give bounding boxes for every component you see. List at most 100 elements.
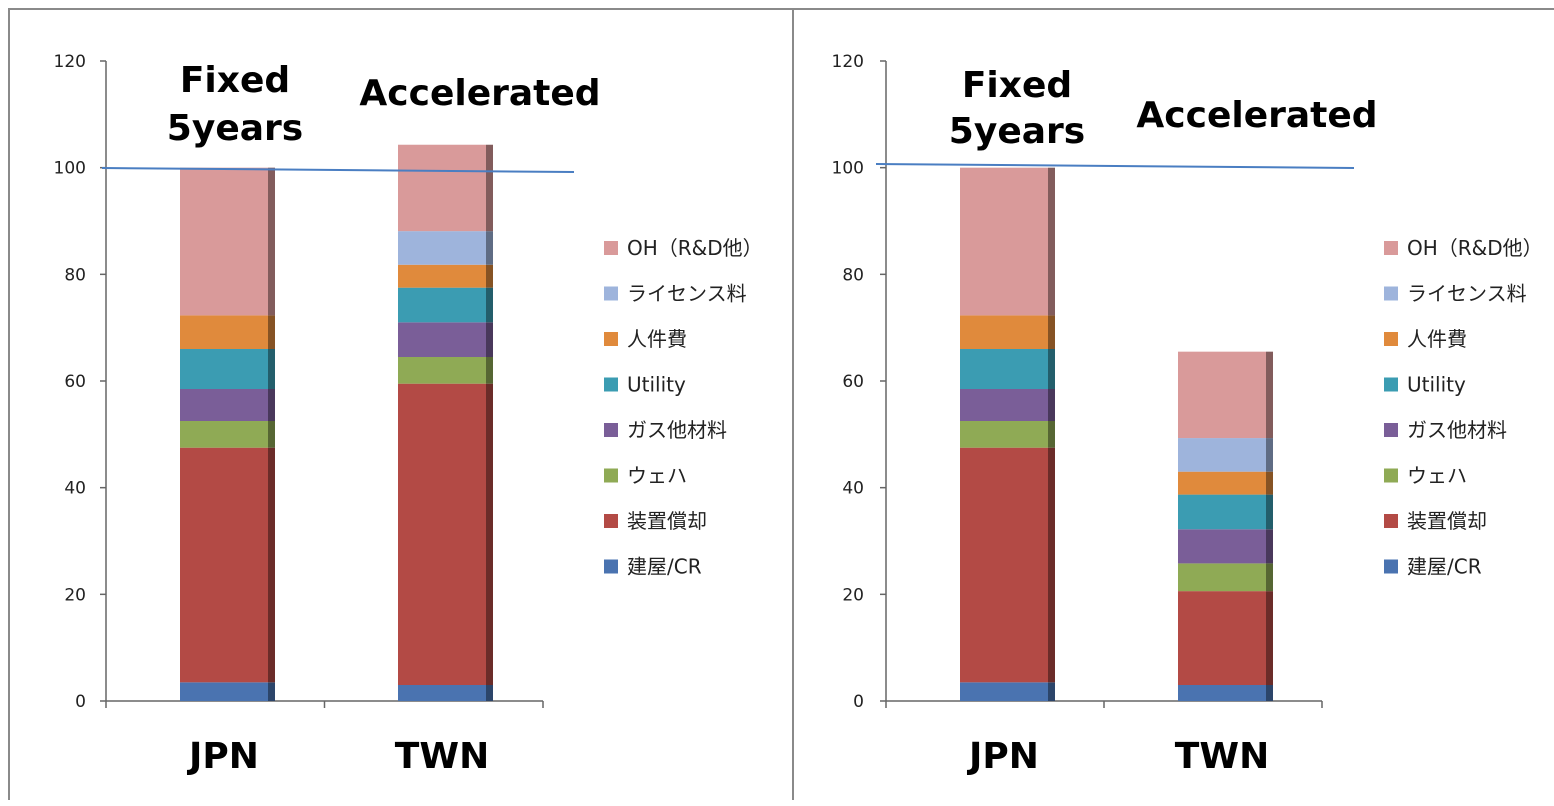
legend-label: 建屋/CR (1407, 555, 1482, 579)
legend-label: 装置償却 (1407, 509, 1487, 533)
y-tick-label: 80 (64, 265, 86, 285)
bar-segment (1178, 471, 1266, 495)
legend-swatch (1384, 241, 1398, 255)
legend-label: OH（R&D他） (1407, 236, 1543, 260)
bar-segment-side (1048, 349, 1055, 389)
bar-segment-side (1266, 591, 1273, 685)
bar-segment (180, 421, 268, 448)
x-category-label: JPN (966, 736, 1039, 777)
bar-segment-side (1048, 682, 1055, 701)
bar-segment (1178, 563, 1266, 592)
legend-label: 人件費 (627, 327, 687, 351)
legend-swatch (1384, 423, 1398, 437)
bar-segment (398, 287, 486, 323)
y-tick-label: 60 (64, 372, 86, 392)
legend-swatch (1384, 559, 1398, 574)
reference-line-100 (875, 163, 1355, 169)
legend-swatch (604, 423, 618, 437)
x-category-label: TWN (395, 736, 489, 777)
bar-annotation: Fixed (180, 60, 290, 101)
bar-segment-side (268, 447, 275, 683)
legend-swatch (604, 286, 618, 301)
bar-segment (398, 231, 486, 265)
legend-swatch (1384, 468, 1398, 483)
legend-label: ウェハ (1407, 464, 1467, 488)
bar-segment-side (268, 421, 275, 448)
bar-segment-side (1048, 315, 1055, 349)
legend-swatch (1384, 286, 1398, 301)
chart-panel-right: 0 20 40 60 80 100 120 JPN TWN Fixed 5years Accelera… (792, 8, 1554, 800)
legend-swatch (604, 241, 618, 255)
bar-segment-side (268, 389, 275, 421)
legend-swatch (604, 514, 618, 528)
legend-label: 装置償却 (627, 509, 707, 533)
bar-segment-side (486, 383, 493, 685)
reference-line-100 (101, 167, 575, 173)
bar-annotation: Accelerated (1136, 95, 1377, 136)
bar-segment (960, 421, 1048, 448)
bar-segment-side (1266, 471, 1273, 495)
bar-segment (398, 264, 486, 288)
bar-segment (1178, 438, 1266, 472)
bar-segment (180, 315, 268, 349)
x-category-label: TWN (1175, 736, 1269, 777)
bar-annotation: 5years (167, 108, 303, 149)
bar-segment (180, 682, 268, 701)
bar-segment-side (1266, 685, 1273, 701)
bar-segment-side (268, 349, 275, 389)
bar-segment-side (1048, 421, 1055, 448)
y-tick-label: 120 (832, 52, 864, 72)
legend-swatch (1384, 514, 1398, 528)
y-tick-label: 100 (832, 159, 864, 179)
bar-segment (398, 144, 486, 232)
bar-segment-side (1266, 529, 1273, 564)
bar-segment (960, 349, 1048, 389)
bar-segment-side (486, 357, 493, 384)
legend-swatch (604, 332, 618, 346)
bar-segment-side (268, 682, 275, 701)
legend-swatch (1384, 377, 1398, 392)
bar-segment-side (486, 231, 493, 265)
legend-label: ウェハ (627, 464, 687, 488)
legend-label: ライセンス料 (627, 282, 747, 306)
chart-panel-left: 0 20 40 60 80 100 120 JPN TWN Fixed 5years Accelera… (8, 8, 794, 800)
bar-segment (398, 322, 486, 357)
bar-segment-side (486, 685, 493, 701)
bar-segment-side (1266, 494, 1273, 530)
stacked-bar-chart-right: 0 20 40 60 80 100 120 JPN TWN Fixed 5years Accelera… (832, 52, 1543, 777)
y-tick-label: 20 (842, 585, 864, 605)
legend-swatch (604, 468, 618, 483)
legend-label: Utility (1407, 373, 1466, 397)
bar-segment (960, 682, 1048, 701)
bar-annotation: Fixed (962, 65, 1072, 106)
bar-segment-side (1048, 167, 1055, 316)
legend-swatch (604, 559, 618, 574)
bar-segment-side (486, 322, 493, 357)
bar-segment (180, 447, 268, 683)
bar-segment-side (268, 315, 275, 349)
y-tick-label: 120 (54, 52, 86, 72)
bar-segment-side (1266, 438, 1273, 472)
legend-label: Utility (627, 373, 686, 397)
bar-segment (398, 383, 486, 685)
bar-segment (1178, 351, 1266, 439)
bar-annotation: Accelerated (359, 73, 600, 114)
bar-segment (960, 447, 1048, 683)
legend-swatch (604, 377, 618, 392)
legend-label: 建屋/CR (627, 555, 702, 579)
bar-segment-side (268, 167, 275, 316)
bar-segment-side (1266, 351, 1273, 439)
bar-annotation: 5years (949, 111, 1085, 152)
bar-segment-side (1048, 389, 1055, 421)
y-tick-label: 100 (54, 159, 86, 179)
y-tick-label: 0 (75, 692, 86, 712)
bar-segment (180, 167, 268, 316)
legend-label: ガス他材料 (1407, 418, 1507, 442)
x-category-label: JPN (186, 736, 259, 777)
bar-segment (960, 315, 1048, 349)
legend-swatch (1384, 332, 1398, 346)
bar-segment (1178, 685, 1266, 701)
y-tick-label: 80 (842, 265, 864, 285)
legend-label: ガス他材料 (627, 418, 727, 442)
y-tick-label: 0 (853, 692, 864, 712)
